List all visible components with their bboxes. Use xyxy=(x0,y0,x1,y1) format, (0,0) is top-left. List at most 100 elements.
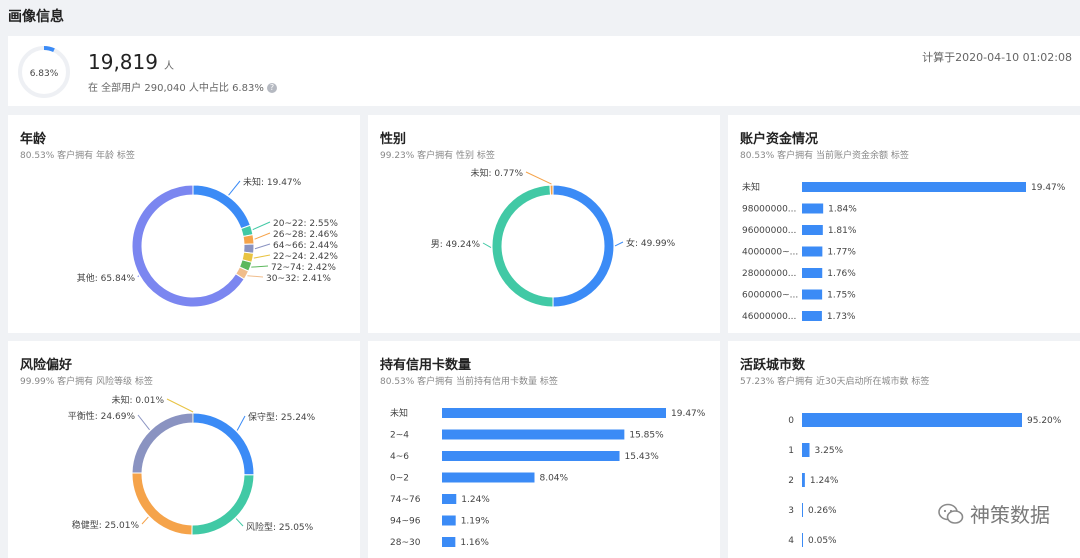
pie-label-line xyxy=(236,415,246,431)
bar-category-label: 未知 xyxy=(742,181,760,193)
pie-slice-label: 64~66: 2.44% xyxy=(273,241,338,251)
card-subtitle: 99.99% 客户拥有 风险等级 标签 xyxy=(20,377,153,387)
bar-category-label: 74~76 xyxy=(390,495,421,505)
bar-category-label: 46000000... xyxy=(742,312,796,322)
bar-value-label: 1.81% xyxy=(828,226,857,236)
bar-category-label: 0~2 xyxy=(390,474,409,484)
bar-category-label: 未知 xyxy=(390,407,408,419)
card-subtitle: 80.53% 客户拥有 当前账户资金余额 标签 xyxy=(740,151,909,161)
pie-slice-label: 22~24: 2.42% xyxy=(273,252,338,262)
bar[interactable] xyxy=(802,182,1026,192)
age-card: 年龄 80.53% 客户拥有 年龄 标签 未知: 19.47% 20~22: 2.… xyxy=(8,115,360,333)
bar-category-label: 4~6 xyxy=(390,452,409,462)
bar-value-label: 15.85% xyxy=(629,431,664,441)
bar-category-label: 96000000... xyxy=(742,226,796,236)
pie-slice-label: 稳健型: 25.01% xyxy=(72,519,140,531)
age-donut-chart: 未知: 19.47% 20~22: 2.55%26~28: 2.46%64~66:… xyxy=(77,176,338,308)
card-subtitle: 80.53% 客户拥有 当前持有信用卡数量 标签 xyxy=(380,377,558,387)
bar-value-label: 1.24% xyxy=(810,476,839,486)
bar-category-label: 4000000~... xyxy=(742,248,798,258)
pie-slice-label: 未知: 19.47% xyxy=(243,176,302,188)
pie-label-line xyxy=(253,254,271,259)
bar[interactable] xyxy=(442,515,456,526)
pie-slice[interactable] xyxy=(552,184,615,308)
pie-slice-label: 20~22: 2.55% xyxy=(273,219,338,229)
bar[interactable] xyxy=(802,311,822,321)
bar-category-label: 28000000... xyxy=(742,269,796,279)
risk-donut-chart: 保守型: 25.24% 风险型: 25.05% 稳健型: 25.01% 平衡性: 24… xyxy=(68,394,316,536)
pie-slice[interactable] xyxy=(131,184,245,308)
user-count-value: 19,819 xyxy=(88,50,158,74)
card-title: 风险偏好 xyxy=(20,358,73,373)
pie-slice-label: 女: 49.99% xyxy=(626,237,676,249)
bar[interactable] xyxy=(802,268,823,278)
bar[interactable] xyxy=(802,289,823,300)
question-circle-icon[interactable]: ? xyxy=(267,83,278,93)
bar-value-label: 1.76% xyxy=(827,269,856,279)
bar[interactable] xyxy=(802,533,803,547)
bar[interactable] xyxy=(442,537,456,547)
pie-slice[interactable] xyxy=(131,412,194,474)
pie-slice[interactable] xyxy=(191,474,255,536)
pie-slice-label: 保守型: 25.24% xyxy=(248,411,316,423)
bar[interactable] xyxy=(802,246,823,257)
pie-slice[interactable] xyxy=(491,184,554,308)
watermark: 神策数据 xyxy=(938,499,1050,528)
bar[interactable] xyxy=(802,413,1022,427)
active-cities-bar-chart: 0 95.20% 1 3.25% 2 1.24% 3 0.26% 4 0.05% xyxy=(788,413,1062,547)
bar[interactable] xyxy=(442,472,535,483)
pie-slice-label: 风险型: 25.05% xyxy=(246,521,314,533)
card-subtitle: 80.53% 客户拥有 年龄 标签 xyxy=(20,151,135,161)
bar-value-label: 8.04% xyxy=(539,474,568,484)
pie-label-line xyxy=(254,232,271,240)
summary-detail: 在 全部用户 290,040 人中占比 6.83% ? xyxy=(88,79,278,94)
summary-percent: 6.83% xyxy=(30,69,59,79)
pie-label-line xyxy=(166,398,194,413)
pie-slice-label: 平衡性: 24.69% xyxy=(68,410,136,422)
pie-label-line xyxy=(251,265,269,268)
bar-category-label: 4 xyxy=(788,536,794,546)
bar-category-label: 94~96 xyxy=(390,517,421,527)
bar-category-label: 98000000... xyxy=(742,205,796,215)
card-title: 年龄 xyxy=(20,132,47,147)
user-count-unit: 人 xyxy=(163,61,174,72)
summary-detail-text: 在 全部用户 290,040 人中占比 6.83% xyxy=(88,83,264,94)
pie-slice[interactable] xyxy=(192,184,251,230)
bar-value-label: 1.19% xyxy=(461,517,490,527)
wechat-icon xyxy=(938,503,964,524)
pie-slice[interactable] xyxy=(242,234,255,245)
bar-value-label: 19.47% xyxy=(671,409,706,419)
bar[interactable] xyxy=(802,443,810,457)
pie-label-line xyxy=(525,171,552,185)
credit-cards-card: 持有信用卡数量 80.53% 客户拥有 当前持有信用卡数量 标签 未知 19.47… xyxy=(368,341,720,558)
bar-category-label: 3 xyxy=(788,506,794,516)
bar-value-label: 19.47% xyxy=(1031,183,1066,193)
bar[interactable] xyxy=(802,473,805,487)
bar-value-label: 0.05% xyxy=(808,536,837,546)
bar[interactable] xyxy=(802,225,823,235)
bar-category-label: 2 xyxy=(788,476,794,486)
pie-label-line xyxy=(614,241,624,247)
bar[interactable] xyxy=(442,494,457,504)
pie-slice[interactable] xyxy=(131,472,193,536)
card-title: 活跃城市数 xyxy=(740,358,806,373)
bar[interactable] xyxy=(802,203,824,214)
bar[interactable] xyxy=(802,503,803,517)
bar-value-label: 1.84% xyxy=(828,205,857,215)
summary-ring: 6.83% xyxy=(18,46,70,98)
bar-value-label: 1.16% xyxy=(460,538,489,548)
card-title: 性别 xyxy=(380,132,407,147)
bar[interactable] xyxy=(442,429,625,440)
pie-label-line xyxy=(252,221,271,231)
bar[interactable] xyxy=(442,408,666,418)
pie-slice[interactable] xyxy=(549,184,554,196)
bar-value-label: 1.73% xyxy=(827,312,856,322)
bar[interactable] xyxy=(442,451,620,461)
pie-label-line xyxy=(141,516,149,525)
pie-label-line xyxy=(137,275,139,278)
user-count: 19,819 人 xyxy=(88,50,174,74)
pie-slice[interactable] xyxy=(192,412,255,476)
bar-category-label: 0 xyxy=(788,416,794,426)
pie-slice-label: 未知: 0.77% xyxy=(471,167,524,179)
bar-value-label: 95.20% xyxy=(1027,416,1062,426)
